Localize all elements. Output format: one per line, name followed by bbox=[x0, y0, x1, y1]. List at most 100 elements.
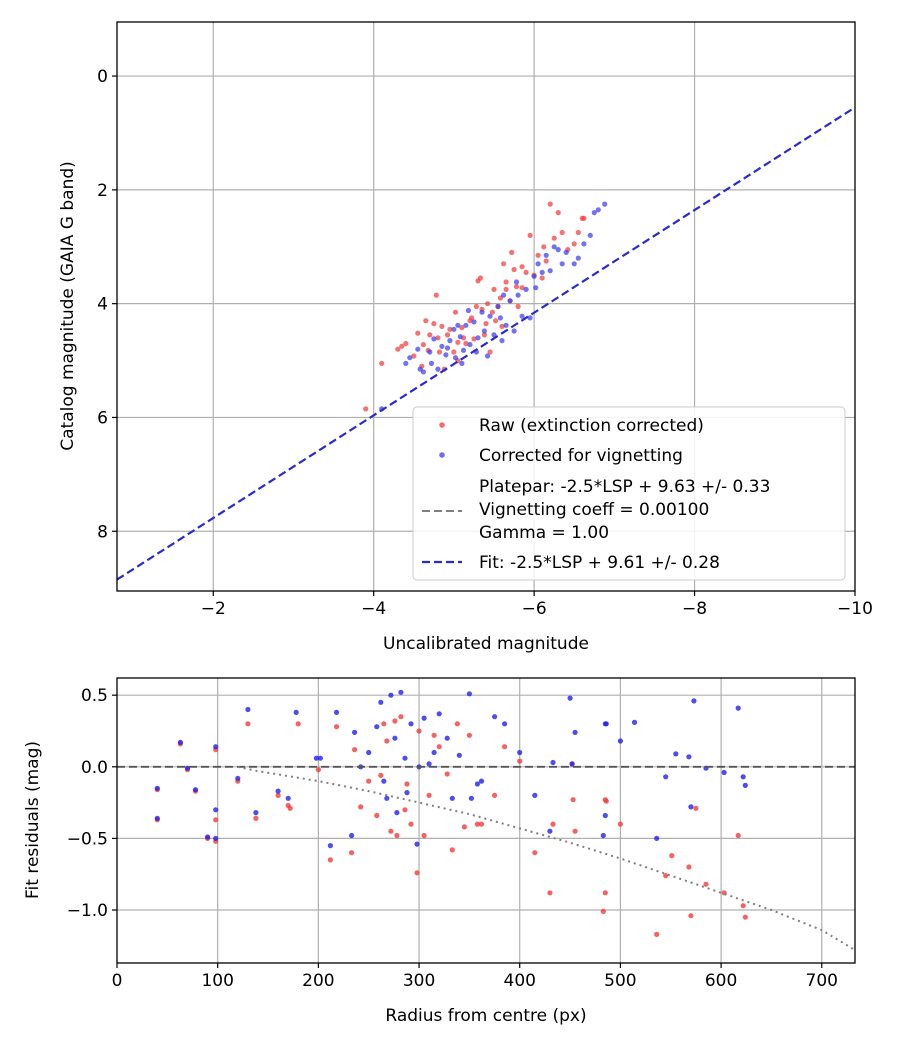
top-series-1-point bbox=[595, 207, 601, 213]
bottom-series-0-point bbox=[735, 832, 741, 839]
bottom-series-1-point bbox=[547, 828, 553, 834]
top-series-0-point bbox=[493, 318, 499, 324]
top-series-1-point bbox=[417, 366, 423, 372]
top-series-1-point bbox=[481, 328, 487, 334]
top-y-tick-label: 2 bbox=[97, 181, 108, 201]
bottom-series-1-point bbox=[384, 795, 390, 801]
top-series-1-point bbox=[447, 338, 453, 344]
bottom-series-1-point bbox=[444, 735, 450, 741]
legend-box bbox=[412, 406, 846, 581]
top-series-0-point bbox=[503, 286, 509, 292]
bottom-series-0-point bbox=[466, 732, 472, 738]
bottom-series-1-point bbox=[352, 729, 358, 736]
bottom-x-tick-label: 0 bbox=[112, 971, 123, 991]
top-series-0-point bbox=[452, 309, 459, 315]
bottom-series-1-point bbox=[431, 749, 437, 756]
bottom-series-0-point bbox=[378, 772, 384, 779]
bottom-y-tick-label: −0.5 bbox=[67, 829, 108, 849]
bottom-series bbox=[117, 689, 855, 951]
top-series-1-point bbox=[575, 255, 581, 261]
residuals-plot: 0 100 200 300 400 500 600 700 0.5 0.0 −0.5 −1.0 Rad… bbox=[23, 677, 856, 1026]
bottom-series-0-point bbox=[570, 797, 576, 803]
top-series-1-point bbox=[551, 244, 557, 250]
top-series-1-point bbox=[444, 345, 451, 351]
bottom-ticks: 0 100 200 300 400 500 600 700 0.5 0.0 −0.5 −1.0 bbox=[67, 686, 838, 991]
bottom-x-axis-label: Radius from centre (px) bbox=[385, 1006, 586, 1026]
bottom-series-0-point bbox=[384, 738, 390, 744]
top-series-0-point bbox=[527, 232, 533, 238]
bottom-series-1-point bbox=[392, 735, 398, 741]
bottom-series-1-point bbox=[408, 721, 414, 727]
bottom-series-1-point bbox=[449, 795, 455, 801]
bottom-series-1-point bbox=[213, 807, 219, 813]
top-x-tick-label: −6 bbox=[522, 599, 547, 619]
bottom-series-1-point bbox=[468, 795, 474, 801]
top-y-axis-label: Catalog magnitude (GAIA G band) bbox=[58, 161, 78, 451]
bottom-series-1-point bbox=[317, 755, 323, 761]
bottom-y-tick-label: 0.5 bbox=[81, 686, 108, 706]
bottom-series-1-point bbox=[456, 752, 462, 758]
top-series-1-point bbox=[465, 307, 471, 314]
bottom-series-0-point bbox=[461, 824, 467, 830]
bottom-series-1-point bbox=[426, 761, 432, 767]
top-series-0-point bbox=[519, 264, 525, 270]
bottom-series-0-point bbox=[740, 903, 746, 909]
bottom-series-1-point bbox=[742, 782, 748, 789]
bottom-x-tick-label: 600 bbox=[705, 971, 737, 991]
top-series-0-point bbox=[489, 309, 495, 315]
bottom-plot-area bbox=[117, 689, 855, 951]
bottom-series-0-point bbox=[392, 718, 398, 724]
bottom-series-0-point bbox=[366, 778, 372, 784]
top-series-0-point bbox=[433, 292, 439, 298]
bottom-series-1-point bbox=[550, 759, 556, 766]
bottom-series-1-point bbox=[381, 778, 387, 784]
bottom-series-0-point bbox=[315, 767, 321, 773]
top-series-0-point bbox=[543, 258, 549, 264]
bottom-series-0-point bbox=[449, 847, 455, 853]
top-series-1-point bbox=[515, 292, 521, 298]
bottom-series-1-point bbox=[213, 744, 219, 750]
top-series-0-point bbox=[539, 275, 545, 281]
top-series-0-point bbox=[447, 326, 453, 332]
top-series-1-point bbox=[563, 249, 569, 255]
bottom-series-1-point bbox=[404, 790, 410, 796]
top-series-1-point bbox=[555, 247, 561, 253]
bottom-series-1-point bbox=[478, 778, 485, 784]
bottom-series-0-point bbox=[688, 913, 694, 919]
bottom-series-0-point bbox=[547, 890, 553, 896]
bottom-series-0-point bbox=[502, 744, 508, 750]
bottom-y-axis-label: Fit residuals (mag) bbox=[23, 741, 43, 899]
legend: Raw (extinction corrected) Corrected for… bbox=[412, 406, 846, 581]
bottom-series-0-point bbox=[492, 792, 498, 799]
bottom-series-1-point bbox=[177, 739, 183, 746]
bottom-series-1-point bbox=[245, 706, 251, 713]
bottom-series-1-point bbox=[154, 815, 160, 822]
bottom-series-1-point bbox=[414, 841, 420, 847]
top-series-1-point bbox=[487, 313, 493, 319]
bottom-series-1-point bbox=[688, 804, 694, 810]
bottom-series-1-point bbox=[631, 719, 638, 726]
bottom-series-1-point bbox=[421, 715, 427, 721]
top-series-0-point bbox=[513, 284, 520, 290]
top-series-1-point bbox=[431, 336, 437, 342]
bottom-series-1-point bbox=[617, 738, 624, 744]
bottom-series-0-point bbox=[327, 857, 333, 863]
bottom-series-1-point bbox=[572, 729, 578, 736]
bottom-series-1-point bbox=[275, 788, 281, 794]
top-series-2-line bbox=[117, 106, 855, 581]
top-series-1-point bbox=[428, 360, 435, 366]
top-series-0-point bbox=[435, 335, 441, 341]
top-series-1-point bbox=[475, 335, 481, 341]
top-series-1-point bbox=[427, 349, 433, 355]
bottom-series-0-point bbox=[686, 864, 692, 870]
bottom-series-0-point bbox=[275, 792, 281, 799]
legend-vignetting-label: Vignetting coeff = 0.00100 bbox=[479, 500, 709, 520]
bottom-series-1-point bbox=[673, 751, 679, 757]
bottom-series-1-point bbox=[374, 724, 380, 730]
top-series-1-point bbox=[455, 322, 461, 328]
bottom-series-1-point bbox=[349, 832, 355, 839]
top-series-1-point bbox=[533, 285, 539, 291]
bottom-series-1-point bbox=[378, 699, 384, 705]
top-x-tick-label: −10 bbox=[837, 599, 873, 619]
top-series-1-point bbox=[415, 346, 421, 352]
